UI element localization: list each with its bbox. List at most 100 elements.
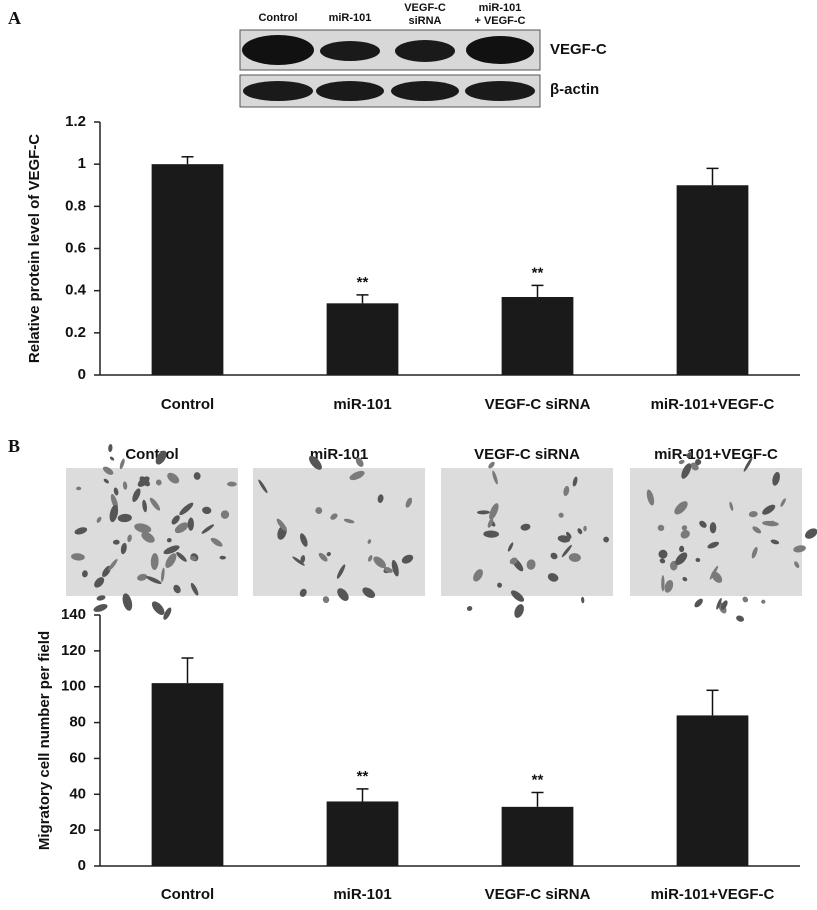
y-tick-label: 140	[61, 606, 86, 623]
cell	[96, 516, 102, 523]
cell	[720, 600, 728, 610]
micrograph-label: VEGF-C siRNA	[474, 446, 580, 463]
micrograph	[441, 461, 613, 618]
cell	[161, 567, 165, 582]
cell	[377, 494, 384, 503]
cell	[748, 511, 758, 518]
error-bar	[706, 689, 719, 716]
cell	[373, 556, 386, 569]
cell	[769, 520, 776, 525]
bar	[326, 801, 399, 866]
cell	[487, 518, 494, 528]
cell	[139, 476, 150, 487]
cell	[547, 573, 559, 582]
cell	[558, 512, 564, 518]
lane-label: Control	[258, 12, 297, 24]
cell	[383, 567, 393, 573]
western-blot: VEGF-C β-actin	[239, 29, 607, 108]
x-tick-label: miR-101+VEGF-C	[651, 886, 775, 903]
y-tick-label: 0.4	[65, 282, 87, 299]
y-tick-label: 40	[69, 785, 86, 802]
cell	[751, 546, 758, 559]
cell	[497, 582, 502, 588]
error-bar	[356, 788, 369, 802]
cell	[349, 470, 365, 481]
error-bar	[706, 167, 719, 186]
panel-label: B	[8, 436, 20, 456]
band	[320, 41, 380, 61]
cell	[367, 539, 372, 544]
error-bar	[181, 657, 194, 684]
cell	[509, 557, 518, 565]
cell	[674, 501, 688, 515]
cell	[492, 470, 498, 485]
cell	[520, 523, 531, 531]
lane-label: miR-101	[329, 12, 372, 24]
micrograph	[253, 455, 425, 604]
cell	[752, 526, 762, 534]
cell	[583, 525, 587, 532]
cell	[658, 549, 668, 559]
band	[395, 40, 455, 62]
cell	[563, 485, 570, 497]
cell	[81, 570, 88, 578]
cell	[793, 545, 806, 553]
cell	[122, 481, 128, 490]
cell	[326, 551, 331, 557]
cell	[117, 513, 132, 523]
bar	[676, 185, 749, 375]
error-bar	[531, 284, 544, 297]
cell	[716, 597, 722, 610]
cell	[565, 531, 572, 539]
cell	[343, 518, 355, 524]
y-axis-title: Relative protein level of VEGF-C	[26, 134, 43, 363]
x-tick-label: Control	[161, 396, 214, 413]
cell	[113, 487, 119, 496]
cell	[514, 604, 524, 618]
cell	[134, 523, 152, 533]
y-tick-label: 120	[61, 642, 86, 659]
cell	[391, 559, 399, 577]
cell	[163, 545, 180, 555]
cell	[201, 524, 215, 534]
cell	[510, 590, 525, 602]
cell	[187, 517, 194, 531]
cell	[526, 559, 536, 570]
cell	[362, 587, 376, 599]
x-tick-label: VEGF-C siRNA	[485, 886, 591, 903]
cell	[473, 569, 483, 582]
band	[243, 81, 313, 101]
cell	[581, 596, 585, 604]
x-tick-label: miR-101	[333, 396, 391, 413]
y-tick-label: 100	[61, 678, 86, 695]
significance-label: **	[357, 768, 369, 785]
cell	[102, 466, 114, 475]
micrograph-label: miR-101	[310, 446, 368, 463]
cell	[695, 458, 702, 466]
blot-row-label: β-actin	[550, 81, 599, 98]
lane-label: + VEGF-C	[474, 15, 525, 27]
significance-label: **	[357, 274, 369, 291]
cell	[761, 599, 766, 604]
lane-label: VEGF-C	[404, 2, 446, 14]
cell	[675, 552, 688, 565]
cell	[151, 601, 165, 615]
cell	[190, 582, 199, 596]
cell	[681, 525, 688, 531]
cell	[315, 507, 323, 514]
lane-label: siRNA	[408, 15, 441, 27]
cell	[109, 504, 119, 523]
cell	[179, 502, 194, 516]
cell	[108, 558, 118, 571]
cell	[226, 481, 237, 487]
cell	[122, 593, 133, 611]
cell	[709, 522, 717, 534]
cell	[96, 595, 106, 601]
cell	[577, 528, 583, 535]
bar	[676, 715, 749, 866]
y-tick-label: 1	[78, 155, 86, 172]
y-axis-title: Migratory cell number per field	[36, 631, 53, 850]
cell	[76, 486, 82, 491]
micrograph-background	[441, 468, 613, 596]
band	[466, 36, 534, 64]
